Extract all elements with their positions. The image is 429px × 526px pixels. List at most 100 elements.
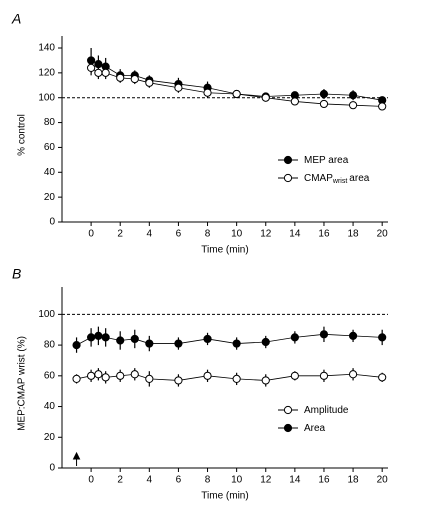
data-point <box>72 374 81 383</box>
arrow <box>72 451 81 466</box>
x-tick-label: 20 <box>377 475 389 486</box>
data-point <box>174 83 183 92</box>
data-point <box>203 371 212 380</box>
data-point <box>145 339 154 348</box>
data-point <box>232 339 241 348</box>
data-point <box>101 333 110 342</box>
data-point <box>94 331 103 340</box>
data-point <box>348 331 358 340</box>
data-point <box>232 374 241 383</box>
data-point <box>116 371 125 380</box>
legend-name: Amplitude <box>304 405 349 416</box>
data-point <box>348 101 358 110</box>
data-point <box>203 334 212 344</box>
x-tick-label: 12 <box>260 475 272 486</box>
y-tick-label: 140 <box>38 43 55 54</box>
y-tick-label: 40 <box>44 401 56 412</box>
data-point <box>319 371 329 380</box>
y-axis-label: % control <box>17 114 28 156</box>
x-tick-label: 8 <box>205 475 211 486</box>
legend-label: CMAPwrist area <box>304 173 370 185</box>
data-point <box>145 78 154 87</box>
data-point <box>261 337 270 347</box>
x-tick-label: 0 <box>88 229 94 240</box>
data-point <box>116 73 125 82</box>
legend-name: Area <box>304 423 326 434</box>
legend-subscript: wrist <box>332 178 347 185</box>
x-tick-label: 16 <box>318 475 330 486</box>
legend-name: MEP area <box>304 155 349 166</box>
data-point <box>319 99 329 109</box>
data-point <box>261 376 270 385</box>
x-tick-label: 6 <box>176 475 182 486</box>
legend-marker <box>283 173 293 183</box>
x-tick-label: 20 <box>377 229 389 240</box>
data-point <box>130 74 139 84</box>
data-point <box>290 371 299 380</box>
y-tick-label: 20 <box>44 192 56 203</box>
x-tick-label: 14 <box>289 229 301 240</box>
legend-marker <box>283 155 293 165</box>
x-tick-label: 4 <box>147 229 153 240</box>
y-tick-label: 0 <box>49 217 55 228</box>
y-tick-label: 120 <box>38 67 55 78</box>
data-point <box>116 336 125 345</box>
x-tick-label: 4 <box>147 475 153 486</box>
legend-label: Area <box>304 423 326 434</box>
data-point <box>174 339 183 348</box>
y-tick-label: 100 <box>38 92 55 103</box>
x-tick-label: 6 <box>176 229 182 240</box>
data-point <box>87 371 96 380</box>
x-tick-label: 16 <box>318 229 330 240</box>
y-tick-label: 40 <box>44 167 56 178</box>
x-tick-label: 14 <box>289 475 301 486</box>
x-tick-label: 18 <box>348 229 360 240</box>
data-point <box>94 370 103 379</box>
data-point <box>232 89 241 99</box>
x-tick-label: 0 <box>88 475 94 486</box>
data-point <box>87 63 96 72</box>
data-point <box>348 370 358 379</box>
y-tick-label: 20 <box>44 432 56 443</box>
data-point <box>174 376 183 385</box>
y-axis-label: MEP:CMAP wrist (%) <box>17 336 28 431</box>
y-tick-label: 60 <box>44 370 56 381</box>
data-point <box>319 89 329 99</box>
legend-name: CMAP <box>304 173 333 184</box>
x-tick-label: 10 <box>231 475 243 486</box>
legend-tail: area <box>349 173 369 184</box>
data-point <box>101 68 110 77</box>
data-point <box>261 93 270 102</box>
panel-label: A <box>11 11 21 27</box>
data-point <box>87 333 96 342</box>
x-axis-label: Time (min) <box>201 245 248 256</box>
panel-label: B <box>12 266 21 282</box>
x-tick-label: 10 <box>231 229 243 240</box>
data-point <box>94 68 103 77</box>
data-point <box>319 330 329 339</box>
y-tick-label: 80 <box>44 340 56 351</box>
x-axis-label: Time (min) <box>201 491 248 502</box>
data-point <box>378 333 387 342</box>
y-tick-label: 100 <box>38 309 55 320</box>
x-tick-label: 8 <box>205 229 211 240</box>
data-point <box>130 334 139 344</box>
data-point <box>290 97 299 106</box>
x-tick-label: 2 <box>117 475 123 486</box>
x-tick-label: 12 <box>260 229 272 240</box>
y-tick-label: 60 <box>44 142 56 153</box>
data-point <box>348 91 358 100</box>
x-tick-label: 18 <box>348 475 360 486</box>
y-tick-label: 0 <box>49 463 55 474</box>
legend-label: MEP area <box>304 155 349 166</box>
legend-marker <box>283 405 293 415</box>
y-tick-label: 80 <box>44 117 56 128</box>
data-point <box>378 102 387 111</box>
data-point <box>378 373 387 382</box>
data-point <box>290 333 299 342</box>
legend-label: Amplitude <box>304 405 349 416</box>
legend-marker <box>283 423 293 433</box>
data-point <box>130 370 139 379</box>
data-point <box>101 373 110 382</box>
